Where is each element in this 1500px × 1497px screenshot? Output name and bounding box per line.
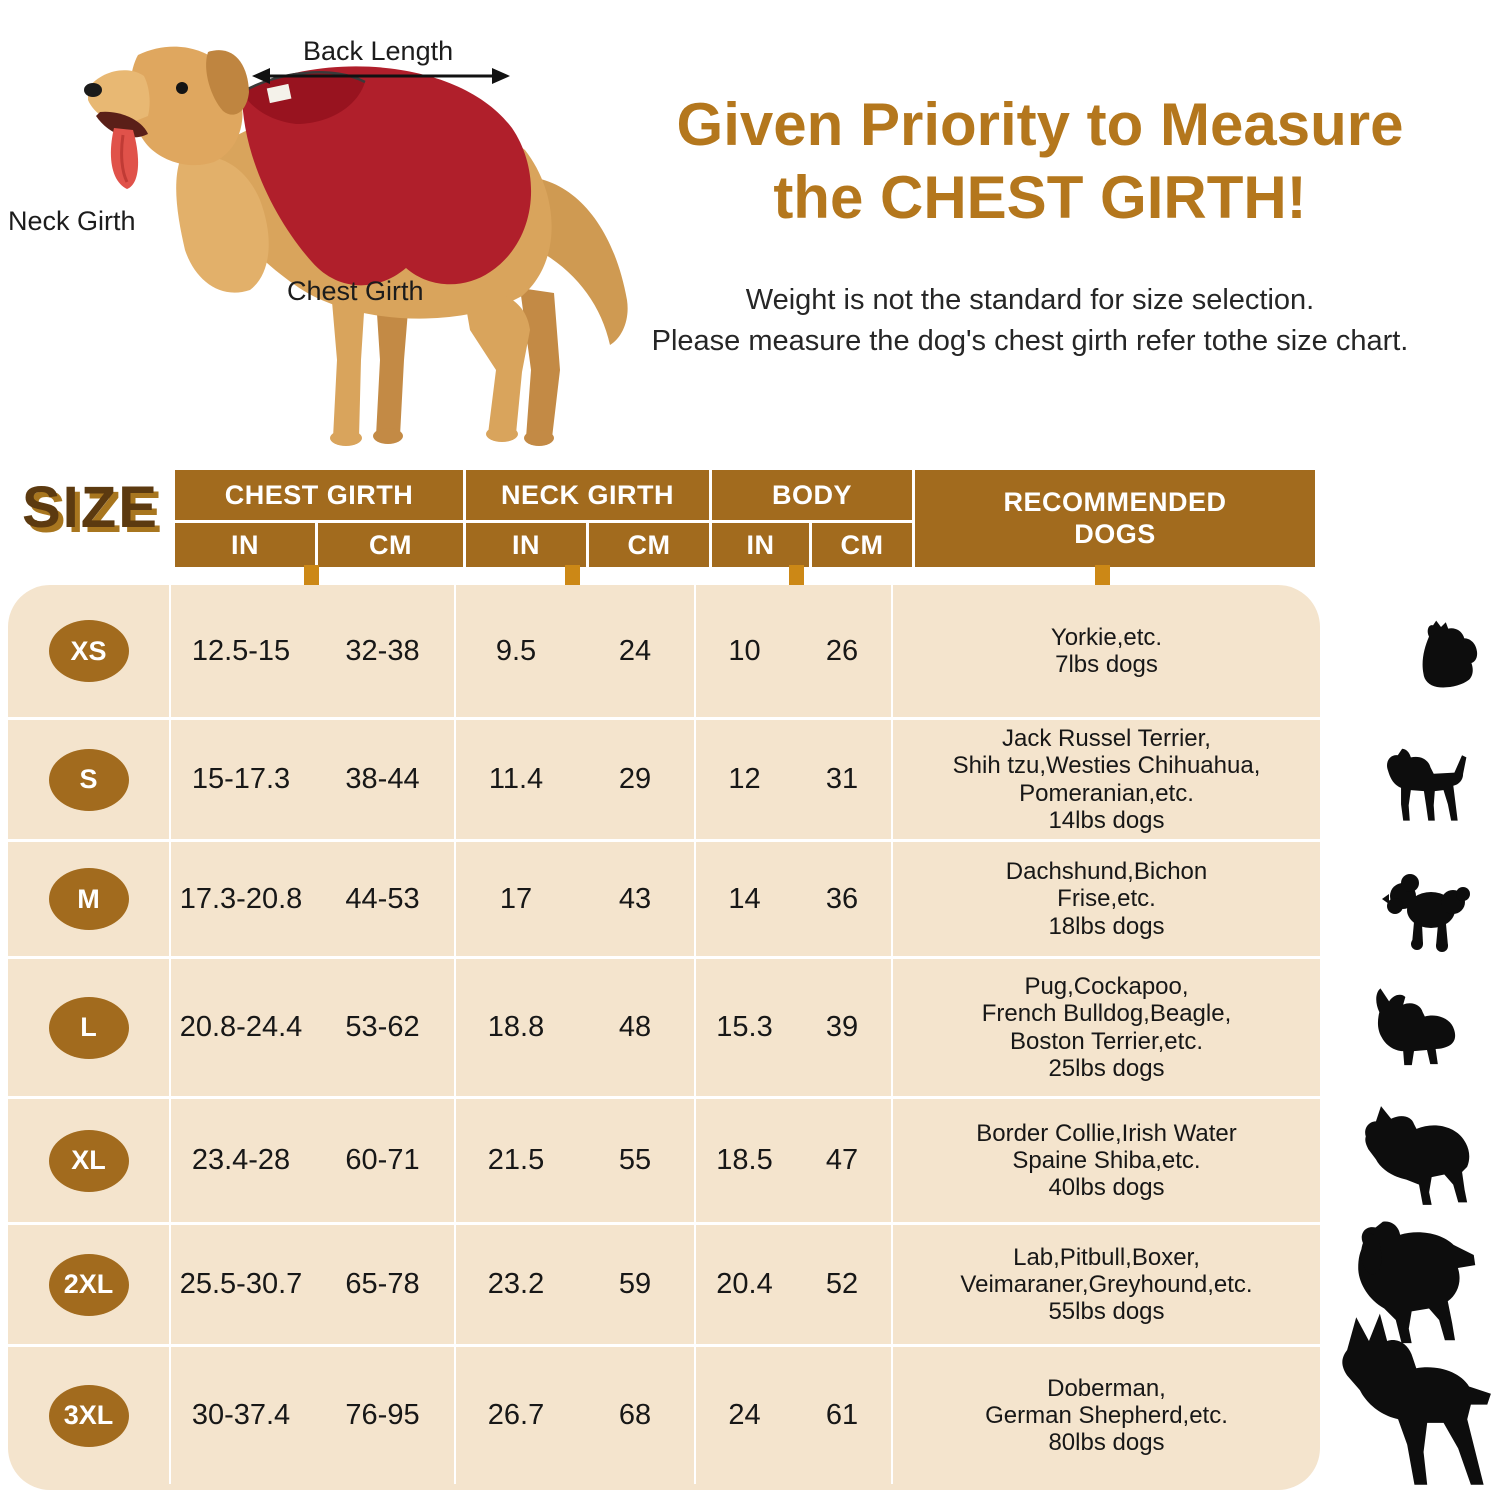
table-row-xs: XS 12.5-15 32-38 9.5 24 10 26 Yorkie,etc…	[8, 585, 1320, 720]
body-cm-value: 36	[793, 842, 893, 956]
neck-in-value: 26.7	[487, 1399, 545, 1431]
body-cm-value: 31	[793, 720, 893, 839]
table-row-l: L 20.8-24.4 53-62 18.8 48 15.3 39 Pug,Co…	[8, 959, 1320, 1099]
subtitle-line1: Weight is not the standard for size sele…	[745, 284, 1315, 316]
recommended-dogs-text: Dachshund,Bichon Frise,etc. 18lbs dogs	[1005, 858, 1208, 940]
chest-girth-label: Chest Girth	[287, 276, 424, 306]
page-title-line1: Given Priority to Measure	[676, 91, 1404, 158]
recommended-dogs-text: Yorkie,etc. 7lbs dogs	[1050, 623, 1163, 678]
yorkie-silhouette-icon	[1405, 618, 1485, 692]
table-row-s: S 15-17.3 38-44 11.4 29 12 31 Jack Russe…	[8, 720, 1320, 842]
body-cm-value: 26	[793, 585, 893, 717]
chest-cm-value: 53-62	[311, 959, 456, 1096]
border-collie-silhouette-icon	[1352, 1096, 1486, 1210]
bichon-frise-silhouette-icon	[1372, 866, 1480, 956]
jack-russell-silhouette-icon	[1368, 740, 1482, 838]
chest-cm-value: 44-53	[311, 842, 456, 956]
neck-in-value: 17	[499, 882, 533, 915]
page-title: Given Priority to Measure the CHEST GIRT…	[600, 88, 1480, 234]
header-neck-in: IN	[466, 523, 586, 567]
body-in-value: 18.5	[716, 1144, 773, 1176]
back-length-label: Back Length	[303, 36, 454, 66]
body-cm-value: 61	[793, 1347, 893, 1484]
header-neck-cm: CM	[589, 523, 709, 567]
body-in-value: 14	[728, 882, 761, 915]
dog-in-red-jacket-illustration	[30, 0, 660, 460]
neck-cm-value: 29	[576, 720, 696, 839]
body-in-value: 12	[728, 763, 761, 795]
table-row-2xl: 2XL 25.5-30.7 65-78 23.2 59 20.4 52 Lab,…	[8, 1225, 1320, 1347]
header-neck-girth: NECK GIRTH	[466, 470, 709, 520]
recommended-dogs-text: Lab,Pitbull,Boxer, Veimaraner,Greyhound,…	[960, 1243, 1253, 1326]
size-badge: 3XL	[48, 1384, 129, 1447]
neck-in-value: 21.5	[487, 1144, 545, 1176]
table-header: CHEST GIRTH NECK GIRTH BODY RECOMMENDED …	[175, 470, 1315, 567]
body-cm-value: 52	[793, 1225, 893, 1344]
chest-in-value: 15-17.3	[191, 763, 291, 795]
size-badge: XL	[48, 1129, 129, 1192]
size-table: XS 12.5-15 32-38 9.5 24 10 26 Yorkie,etc…	[8, 585, 1320, 1490]
french-bulldog-silhouette-icon	[1355, 984, 1473, 1076]
neck-in-value: 18.8	[487, 1011, 545, 1043]
body-in-value: 24	[728, 1399, 761, 1431]
size-badge: 2XL	[48, 1253, 129, 1316]
chest-in-value: 17.3-20.8	[179, 882, 303, 915]
chest-cm-value: 38-44	[311, 720, 456, 839]
chest-cm-value: 60-71	[311, 1099, 456, 1222]
spaniel-silhouette-icon	[1342, 1216, 1490, 1346]
neck-cm-value: 68	[576, 1347, 696, 1484]
header-body: BODY	[712, 470, 912, 520]
back-length-double-arrow-icon	[252, 68, 510, 84]
size-badge: L	[48, 996, 129, 1059]
table-row-xl: XL 23.4-28 60-71 21.5 55 18.5 47 Border …	[8, 1099, 1320, 1225]
header-chest-cm: CM	[318, 523, 463, 567]
header-body-in: IN	[712, 523, 809, 567]
body-in-value: 15.3	[716, 1011, 773, 1043]
chest-in-value: 12.5-15	[191, 634, 291, 667]
neck-cm-value: 24	[576, 585, 696, 717]
neck-girth-label: Neck Girth	[8, 206, 136, 236]
dog-illustration-svg	[84, 46, 628, 446]
subtitle: Weight is not the standard for size sele…	[590, 280, 1470, 361]
header-chest-in: IN	[175, 523, 315, 567]
neck-in-value: 9.5	[495, 634, 537, 667]
recommended-dogs-text: Pug,Cockapoo, French Bulldog,Beagle, Bos…	[981, 973, 1232, 1082]
header-chest-girth: CHEST GIRTH	[175, 470, 463, 520]
body-cm-value: 39	[793, 959, 893, 1096]
header-body-cm: CM	[812, 523, 912, 567]
neck-in-value: 23.2	[487, 1268, 545, 1300]
page-title-line2: the CHEST GIRTH!	[773, 164, 1307, 232]
chest-in-value: 23.4-28	[191, 1144, 291, 1176]
neck-cm-value: 59	[576, 1225, 696, 1344]
body-in-value: 20.4	[716, 1268, 773, 1300]
size-badge: S	[48, 748, 129, 811]
neck-cm-value: 43	[576, 842, 696, 956]
recommended-dogs-text: Doberman, German Shepherd,etc. 80lbs dog…	[985, 1374, 1228, 1457]
recommended-dogs-text: Jack Russel Terrier, Shih tzu,Westies Ch…	[952, 725, 1261, 834]
neck-cm-value: 55	[576, 1099, 696, 1222]
table-row-3xl: 3XL 30-37.4 76-95 26.7 68 24 61 Doberman…	[8, 1347, 1320, 1484]
chest-in-value: 30-37.4	[191, 1399, 291, 1431]
table-row-m: M 17.3-20.8 44-53 17 43 14 36 Dachshund,…	[8, 842, 1320, 959]
chest-cm-value: 65-78	[311, 1225, 456, 1344]
subtitle-line2: Please measure the dog's chest girth ref…	[651, 324, 1409, 357]
body-in-value: 10	[728, 634, 761, 667]
doberman-silhouette-icon	[1318, 1310, 1500, 1492]
chest-cm-value: 32-38	[311, 585, 456, 717]
chest-in-value: 25.5-30.7	[179, 1268, 303, 1300]
recommended-dogs-text: Border Collie,Irish Water Spaine Shiba,e…	[976, 1119, 1237, 1202]
header-recommended-dogs: RECOMMENDED DOGS	[915, 470, 1315, 567]
chest-in-value: 20.8-24.4	[179, 1011, 303, 1043]
neck-in-value: 11.4	[488, 763, 544, 795]
size-badge: XS	[48, 620, 129, 682]
size-column-title: SIZE	[22, 475, 159, 540]
chest-cm-value: 76-95	[311, 1347, 456, 1484]
size-badge: M	[48, 868, 129, 930]
neck-cm-value: 48	[576, 959, 696, 1096]
body-cm-value: 47	[793, 1099, 893, 1222]
